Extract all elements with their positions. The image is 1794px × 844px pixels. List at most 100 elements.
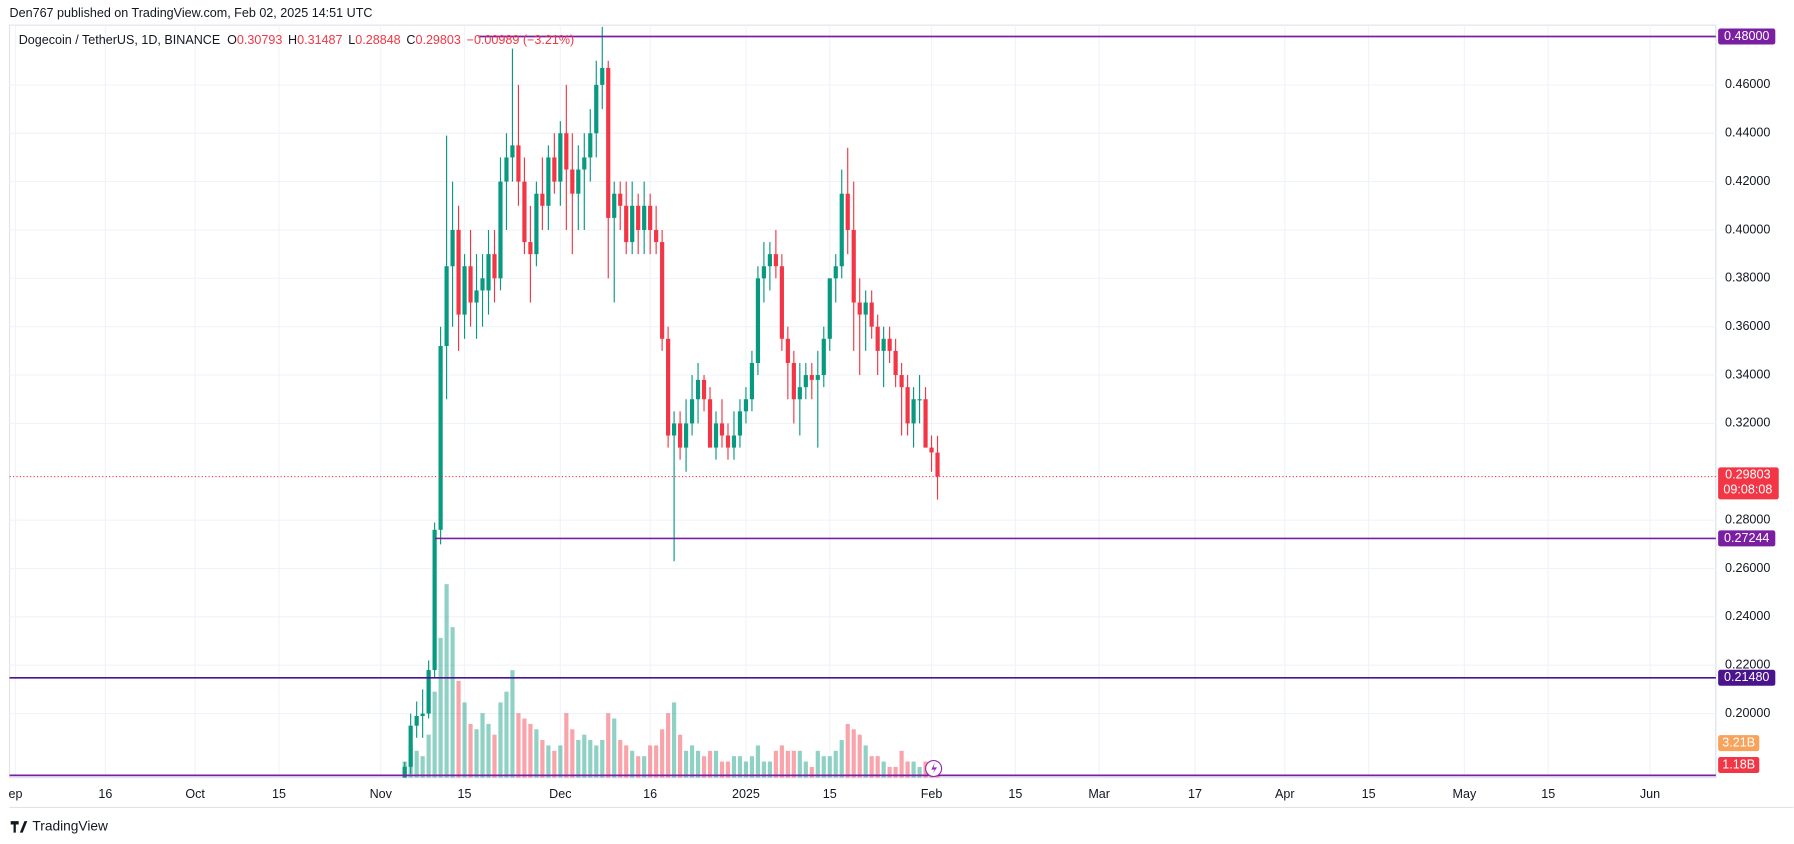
candle-body <box>803 375 808 388</box>
x-tick-label: Mar <box>1088 787 1110 801</box>
volume-bar <box>564 713 569 778</box>
volume-bar <box>648 745 653 778</box>
grid <box>9 25 1716 778</box>
candle-body <box>911 399 916 424</box>
volume-bar <box>869 756 874 778</box>
volume-bar <box>552 750 557 778</box>
volume-bar <box>462 702 467 778</box>
brand-logo <box>10 821 28 833</box>
candle-body <box>827 278 832 339</box>
volume-bar <box>624 745 629 778</box>
volume-bar <box>546 745 551 778</box>
brand: TradingView <box>10 818 108 833</box>
volume-bar <box>600 740 605 778</box>
candle-body <box>468 266 473 303</box>
candle-body <box>666 338 671 436</box>
x-tick-label: Apr <box>1275 787 1295 801</box>
y-tick-label: 0.42000 <box>1725 174 1770 188</box>
candle-body <box>683 423 689 448</box>
candle-body <box>570 169 575 194</box>
ohlc-key: L <box>348 33 355 47</box>
volume-label: 1.18B <box>1722 757 1755 771</box>
volume-bar <box>911 761 916 778</box>
volume-bar <box>474 729 479 778</box>
candle-body <box>540 193 545 206</box>
y-tick-label: 0.24000 <box>1725 609 1770 623</box>
volume-bar <box>504 691 509 778</box>
volume-bar <box>414 750 419 778</box>
volume-bar <box>558 745 563 778</box>
volume-bar <box>666 713 671 778</box>
level-label: 0.21480 <box>1724 670 1769 684</box>
candle-body <box>516 145 521 182</box>
x-tick-label: 2025 <box>732 787 760 801</box>
volume-bar <box>426 734 431 778</box>
candle-body <box>564 133 569 170</box>
candle-body <box>767 254 772 267</box>
volume-bar <box>875 756 880 778</box>
candle-body <box>498 181 503 279</box>
volume-bar <box>618 740 623 778</box>
volume-bar <box>827 756 832 778</box>
candle-body <box>618 193 623 206</box>
candle-body <box>612 193 617 218</box>
candle-body <box>432 529 437 671</box>
candle-body <box>815 375 820 380</box>
candle-body <box>737 411 743 436</box>
change: −0.00989 (−3.21%) <box>467 33 575 47</box>
volume-bar <box>803 761 808 778</box>
volume-bar <box>899 750 904 778</box>
y-tick-label: 0.34000 <box>1725 367 1770 381</box>
candle-body <box>546 157 551 206</box>
candle-body <box>636 205 641 230</box>
volume-bar <box>887 766 892 778</box>
candle-body <box>450 229 455 267</box>
volume-bar <box>444 584 449 778</box>
candle-body <box>420 713 425 717</box>
candle-body <box>929 447 934 453</box>
candle-body <box>761 266 767 279</box>
x-tick-label: 16 <box>98 787 112 801</box>
volume-bar <box>761 761 767 778</box>
volume-bar <box>606 713 611 778</box>
volume-bar <box>857 734 862 778</box>
x-tick-label: 16 <box>643 787 657 801</box>
y-tick-label: 0.26000 <box>1725 561 1770 575</box>
candle-body <box>713 423 719 448</box>
candle-body <box>677 423 683 448</box>
x-tick-label: 15 <box>1362 787 1376 801</box>
candle-body <box>857 302 862 315</box>
candle-body <box>474 290 479 303</box>
y-tick-label: 0.44000 <box>1725 126 1770 140</box>
volume-bar <box>689 745 695 778</box>
last-price-box <box>1718 467 1779 500</box>
candle-body <box>839 193 844 267</box>
candle-body <box>821 338 826 376</box>
countdown: 09:08:08 <box>1723 483 1772 497</box>
volume-bar <box>773 750 778 778</box>
volume-bar <box>917 766 922 778</box>
candle-body <box>809 375 814 380</box>
volume-bar <box>737 756 743 778</box>
last-price-label: 0.29803 <box>1725 468 1770 482</box>
volume-bar <box>576 740 581 778</box>
volume-bar <box>905 761 910 778</box>
candle-body <box>785 338 790 363</box>
volume-bar <box>713 750 719 778</box>
y-tick-label: 0.22000 <box>1725 658 1770 672</box>
candle-body <box>701 379 707 400</box>
volume-bar <box>480 713 485 778</box>
candle-body <box>630 205 635 243</box>
volume-bar <box>683 750 689 778</box>
candle-body <box>486 254 491 291</box>
candle-body <box>492 254 497 279</box>
candle-body <box>534 193 539 255</box>
y-tick-label: 0.40000 <box>1725 222 1770 236</box>
symbol-legend: Dogecoin / TetherUS, 1D, BINANCE O0.30793… <box>19 33 574 47</box>
candle-body <box>522 181 527 243</box>
volume-bar <box>492 734 497 778</box>
candle-body <box>642 205 647 230</box>
volume-bar <box>456 680 461 778</box>
volume-bar <box>839 740 844 778</box>
candle-body <box>648 205 653 230</box>
